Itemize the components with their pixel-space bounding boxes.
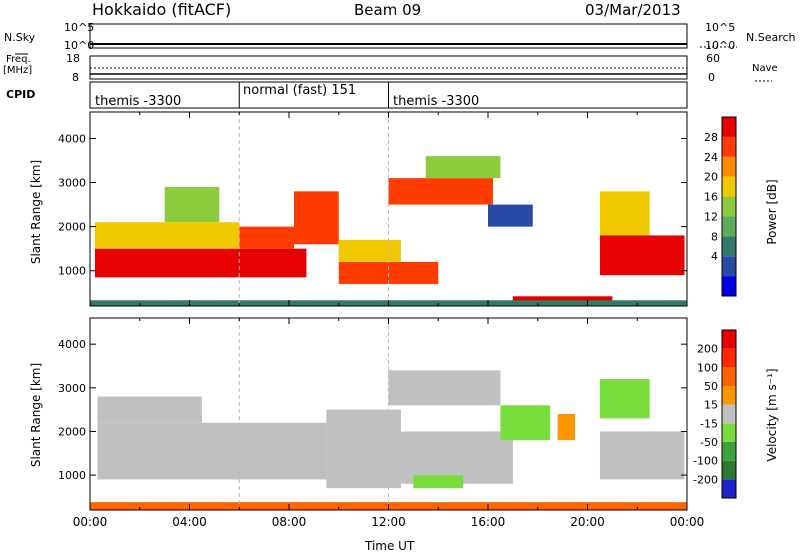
- power-scatter-region: [293, 191, 339, 245]
- velocity-y-tick-label: 3000: [58, 382, 86, 395]
- nsearch-label: N.Search: [746, 31, 796, 44]
- velocity-scatter-region: [599, 379, 650, 419]
- power-colorbar-swatch: [722, 136, 736, 157]
- velocity-colorbar-tick-label: -15: [700, 417, 718, 430]
- velocity-scatter-region: [599, 431, 685, 480]
- nave-tick-bottom: 0: [708, 71, 715, 84]
- power-y-tick-label: 2000: [58, 221, 86, 234]
- velocity-colorbar-swatch: [722, 367, 736, 386]
- power-colorbar-tick-label: 8: [711, 230, 718, 243]
- velocity-y-tick-label: 2000: [58, 425, 86, 438]
- x-axis-title: Time UT: [365, 539, 415, 553]
- power-colorbar-tick-label: 24: [704, 151, 718, 164]
- power-colorbar-swatch: [722, 117, 736, 137]
- power-colorbar-swatch: [722, 216, 736, 237]
- velocity-colorbar-swatch: [722, 404, 736, 424]
- cpid-segment-label: themis -3300: [95, 94, 182, 109]
- nsky-tick-bottom: 10^0: [64, 39, 95, 52]
- nsky-panel-frame: [89, 23, 688, 49]
- power-scatter-region: [599, 235, 685, 276]
- beam-label: Beam 09: [354, 1, 422, 19]
- power-y-tick-label: 3000: [58, 177, 86, 190]
- velocity-colorbar-tick-label: 50: [704, 380, 718, 393]
- cpid-segment-label: themis -3300: [393, 94, 480, 109]
- station-title: Hokkaido (fitACF): [92, 0, 232, 19]
- power-colorbar-tick-label: 12: [704, 210, 718, 223]
- velocity-colorbar-tick-label: 100: [697, 361, 718, 374]
- power-scatter-region: [599, 191, 650, 236]
- power-y-tick-label: 4000: [58, 132, 86, 145]
- nave-label: Nave: [752, 63, 778, 74]
- velocity-colorbar-tick-label: -200: [693, 473, 718, 486]
- power-colorbar-tick-label: 20: [704, 171, 718, 184]
- x-tick-label: 00:00: [670, 515, 705, 529]
- velocity-scatter-region: [557, 414, 576, 441]
- velocity-colorbar-tick-label: 15: [704, 399, 718, 412]
- velocity-colorbar-swatch: [722, 479, 736, 498]
- velocity-scatter-region: [388, 370, 501, 406]
- x-tick-label: 12:00: [371, 515, 406, 529]
- power-scatter-region: [239, 226, 294, 249]
- cpid-label: CPID: [6, 88, 36, 101]
- power-colorbar-swatch: [722, 276, 736, 296]
- velocity-y-tick-label: 1000: [58, 469, 86, 482]
- nsearch-tick-top: 10^5: [705, 21, 736, 34]
- power-scatter-region: [338, 239, 401, 262]
- velocity-colorbar-swatch: [722, 442, 736, 461]
- power-scatter-region: [425, 156, 501, 179]
- freq-label: Freq.: [6, 54, 31, 65]
- power-scatter-region: [488, 204, 533, 227]
- power-scatter-region: [94, 222, 240, 249]
- freq-tick-top: 18: [66, 52, 80, 65]
- power-colorbar-tick-label: 4: [711, 250, 718, 263]
- power-scatter-region: [338, 261, 439, 284]
- cpid-segment-label: normal (fast) 151: [243, 83, 357, 98]
- power-colorbar-swatch: [722, 256, 736, 277]
- power-colorbar-swatch: [722, 236, 736, 257]
- freq-tick-bottom: 8: [72, 71, 79, 84]
- nsky-label: N.Sky: [4, 31, 36, 44]
- power-colorbar-frame: [721, 116, 737, 297]
- velocity-colorbar-swatch: [722, 330, 736, 349]
- velocity-y-tick-label: 4000: [58, 338, 86, 351]
- x-tick-label: 08:00: [272, 515, 307, 529]
- freq-unit-label: [MHz]: [3, 65, 33, 76]
- velocity-colorbar-tick-label: -50: [700, 436, 718, 449]
- nave-tick-top: 60: [706, 52, 720, 65]
- velocity-scatter-region: [413, 475, 464, 489]
- power-scatter-region: [388, 178, 493, 205]
- date-label: 03/Mar/2013: [585, 1, 681, 19]
- velocity-scatter-region: [97, 422, 327, 480]
- power-colorbar-swatch: [722, 176, 736, 197]
- power-y-tick-label: 1000: [58, 265, 86, 278]
- x-tick-label: 20:00: [570, 515, 605, 529]
- velocity-scatter-region: [326, 409, 401, 489]
- power-colorbar-tick-label: 16: [704, 191, 718, 204]
- velocity-colorbar-swatch: [722, 348, 736, 368]
- x-tick-label: 16:00: [471, 515, 506, 529]
- velocity-colorbar-swatch: [722, 423, 736, 442]
- velocity-colorbar-frame: [721, 329, 737, 499]
- power-scatter-region: [164, 186, 220, 223]
- x-tick-label: 00:00: [73, 515, 108, 529]
- velocity-scatter-region: [97, 396, 202, 423]
- nsky-tick-top: 10^5: [64, 21, 95, 34]
- power-colorbar-tick-label: 28: [704, 131, 718, 144]
- power-scatter-region: [512, 296, 613, 304]
- velocity-scatter-region: [500, 405, 551, 441]
- velocity-colorbar-tick-label: 200: [697, 343, 718, 356]
- power-scatter-region: [94, 248, 307, 278]
- power-colorbar-swatch: [722, 196, 736, 217]
- nsearch-tick-bottom: 10^0: [705, 39, 736, 52]
- velocity-colorbar-swatch: [722, 386, 736, 405]
- velocity-colorbar-swatch: [722, 460, 736, 480]
- x-tick-label: 04:00: [172, 515, 207, 529]
- velocity-colorbar-tick-label: -100: [693, 455, 718, 468]
- power-colorbar-swatch: [722, 156, 736, 177]
